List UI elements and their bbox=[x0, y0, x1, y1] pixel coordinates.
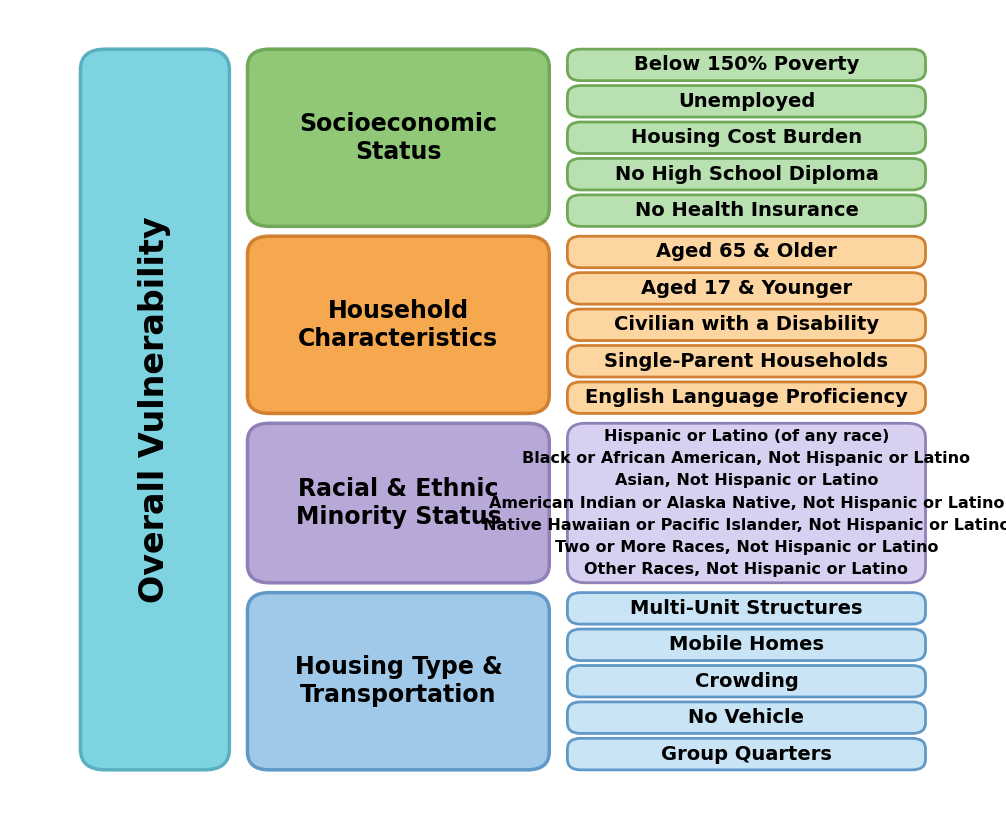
FancyBboxPatch shape bbox=[567, 122, 926, 153]
Text: No High School Diploma: No High School Diploma bbox=[615, 165, 878, 183]
FancyBboxPatch shape bbox=[247, 236, 549, 414]
Text: No Health Insurance: No Health Insurance bbox=[635, 201, 858, 220]
FancyBboxPatch shape bbox=[567, 309, 926, 341]
Text: Crowding: Crowding bbox=[694, 672, 799, 690]
FancyBboxPatch shape bbox=[567, 593, 926, 624]
FancyBboxPatch shape bbox=[247, 423, 549, 583]
Text: Racial & Ethnic
Minority Status: Racial & Ethnic Minority Status bbox=[296, 477, 501, 529]
Text: Aged 17 & Younger: Aged 17 & Younger bbox=[641, 279, 852, 298]
Text: Hispanic or Latino (of any race)
Black or African American, Not Hispanic or Lati: Hispanic or Latino (of any race) Black o… bbox=[483, 429, 1006, 577]
FancyBboxPatch shape bbox=[567, 236, 926, 268]
Text: Single-Parent Households: Single-Parent Households bbox=[605, 351, 888, 371]
Text: Housing Cost Burden: Housing Cost Burden bbox=[631, 129, 862, 147]
FancyBboxPatch shape bbox=[567, 195, 926, 226]
Text: Overall Vulnerability: Overall Vulnerability bbox=[139, 216, 171, 603]
Text: Group Quarters: Group Quarters bbox=[661, 744, 832, 763]
FancyBboxPatch shape bbox=[567, 346, 926, 377]
Text: Aged 65 & Older: Aged 65 & Older bbox=[656, 242, 837, 261]
Text: Household
Characteristics: Household Characteristics bbox=[299, 299, 498, 351]
FancyBboxPatch shape bbox=[567, 273, 926, 304]
FancyBboxPatch shape bbox=[567, 158, 926, 190]
FancyBboxPatch shape bbox=[80, 49, 229, 770]
Text: Below 150% Poverty: Below 150% Poverty bbox=[634, 56, 859, 75]
FancyBboxPatch shape bbox=[567, 666, 926, 697]
FancyBboxPatch shape bbox=[567, 739, 926, 770]
Text: Mobile Homes: Mobile Homes bbox=[669, 636, 824, 654]
FancyBboxPatch shape bbox=[567, 85, 926, 117]
Text: Unemployed: Unemployed bbox=[678, 92, 815, 111]
Text: Housing Type &
Transportation: Housing Type & Transportation bbox=[295, 655, 502, 707]
FancyBboxPatch shape bbox=[567, 382, 926, 414]
FancyBboxPatch shape bbox=[567, 702, 926, 734]
Text: Multi-Unit Structures: Multi-Unit Structures bbox=[630, 599, 863, 618]
Text: English Language Proficiency: English Language Proficiency bbox=[585, 388, 907, 407]
FancyBboxPatch shape bbox=[567, 423, 926, 583]
Text: No Vehicle: No Vehicle bbox=[688, 708, 805, 727]
FancyBboxPatch shape bbox=[247, 593, 549, 770]
FancyBboxPatch shape bbox=[247, 49, 549, 226]
Text: Civilian with a Disability: Civilian with a Disability bbox=[614, 315, 879, 334]
FancyBboxPatch shape bbox=[567, 629, 926, 661]
Text: Socioeconomic
Status: Socioeconomic Status bbox=[300, 112, 497, 164]
FancyBboxPatch shape bbox=[567, 49, 926, 80]
